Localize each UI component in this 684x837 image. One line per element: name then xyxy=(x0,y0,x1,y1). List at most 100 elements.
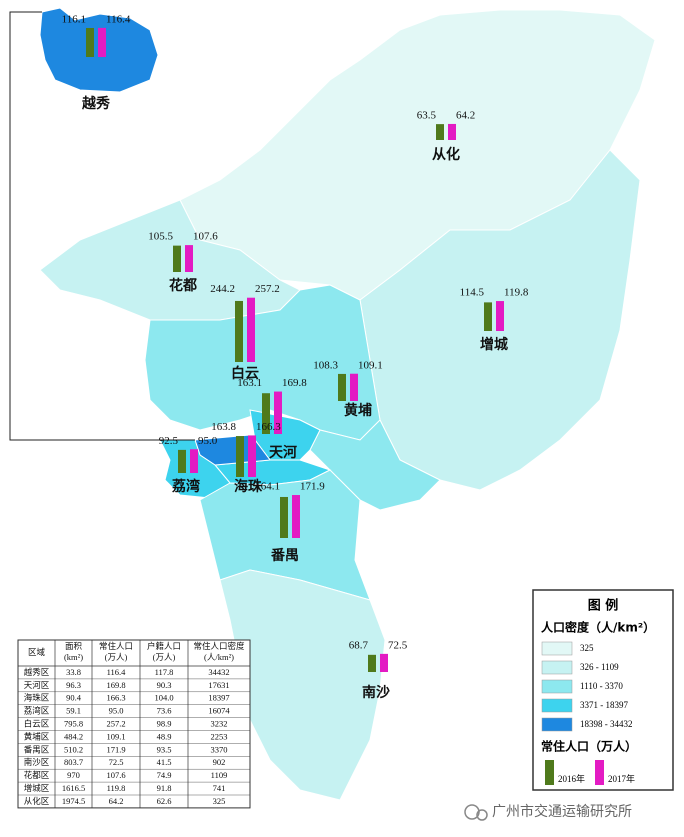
table-cell: 90.3 xyxy=(157,680,172,690)
legend-class-label: 3371 - 18397 xyxy=(580,700,628,710)
district-name: 南沙 xyxy=(362,684,390,701)
table-cell: 73.6 xyxy=(157,706,172,716)
district-name: 从化 xyxy=(432,146,460,163)
value-label: 63.5 xyxy=(417,109,437,121)
value-label: 166.3 xyxy=(256,421,281,433)
legend-bar-swatch xyxy=(545,760,554,785)
population-bar xyxy=(338,373,346,401)
table-cell: 74.9 xyxy=(157,770,172,780)
table-cell: 48.9 xyxy=(157,731,172,741)
table-cell: 795.8 xyxy=(64,719,83,729)
table-cell: 741 xyxy=(213,783,226,793)
value-label: 72.5 xyxy=(388,639,408,651)
table-cell: 117.8 xyxy=(155,667,174,677)
region-huangpu xyxy=(309,419,441,511)
legend-series-label: 2017年 xyxy=(608,773,635,784)
table-cell: 91.8 xyxy=(157,783,172,793)
population-bar xyxy=(496,301,504,331)
table-header: (万人) xyxy=(105,652,128,662)
value-label: 108.3 xyxy=(313,359,338,371)
legend-class-label: 18398 - 34432 xyxy=(580,719,633,729)
table-cell: 96.3 xyxy=(66,680,81,690)
legend-swatch xyxy=(541,679,573,694)
district-name: 天河 xyxy=(269,444,297,461)
table-cell: 从化区 xyxy=(24,796,50,806)
table-cell: 257.2 xyxy=(106,719,125,729)
table-cell: 越秀区 xyxy=(24,667,50,677)
table-cell: 803.7 xyxy=(64,757,83,767)
table-cell: 59.1 xyxy=(66,706,81,716)
legend-swatch xyxy=(541,641,573,656)
district-bars: 116.1 116.4 越秀 63.5 64.2 从化 105.5 107.6 花都 244.2 2… xyxy=(62,13,529,701)
table-cell: 72.5 xyxy=(109,757,124,767)
legend-population-title: 常住人口（万人） xyxy=(541,739,637,754)
table-cell: 64.2 xyxy=(109,796,124,806)
table-header: (万人) xyxy=(153,652,176,662)
table-header: 面积 xyxy=(65,641,83,651)
table-cell: 海珠区 xyxy=(24,693,50,703)
table-cell: 93.5 xyxy=(157,744,172,754)
population-bar xyxy=(292,495,300,538)
population-bar xyxy=(190,449,198,473)
value-label: 164.1 xyxy=(255,481,280,493)
value-label: 116.1 xyxy=(62,13,86,25)
table-header: 常住人口 xyxy=(99,641,133,651)
table-cell: 970 xyxy=(67,770,80,780)
value-label: 163.1 xyxy=(237,377,262,389)
value-label: 119.8 xyxy=(504,287,529,299)
legend: 图 例 人口密度（人/km²） 常住人口（万人） 325 326 - 1109 11… xyxy=(532,589,674,791)
population-bar xyxy=(274,391,282,434)
table-cell: 95.0 xyxy=(109,706,124,716)
table-cell: 119.8 xyxy=(107,783,126,793)
population-bar xyxy=(236,436,244,477)
table-cell: 花都区 xyxy=(24,770,50,780)
value-label: 169.8 xyxy=(282,377,307,389)
legend-swatch xyxy=(541,717,573,732)
population-bar xyxy=(448,123,456,140)
legend-bar-swatch xyxy=(595,760,604,785)
value-label: 95.0 xyxy=(198,435,218,447)
table-cell: 18397 xyxy=(208,693,229,703)
table-cell: 90.4 xyxy=(66,693,82,703)
table-header: 户籍人口 xyxy=(147,641,181,651)
table-cell: 17631 xyxy=(208,680,229,690)
legend-class-label: 1110 - 3370 xyxy=(580,681,623,691)
district-name: 越秀 xyxy=(81,95,111,112)
district-name: 白云 xyxy=(231,365,259,382)
legend-title: 图 例 xyxy=(588,598,619,614)
watermark-icon xyxy=(464,804,480,820)
population-bar xyxy=(98,27,106,57)
table-cell: 1616.5 xyxy=(62,783,85,793)
population-bar xyxy=(262,393,270,434)
table-cell: 325 xyxy=(213,796,226,806)
value-label: 105.5 xyxy=(148,231,173,243)
table-cell: 510.2 xyxy=(64,744,83,754)
table-cell: 白云区 xyxy=(24,719,50,729)
population-bar xyxy=(350,373,358,401)
region-conghua xyxy=(179,9,656,301)
population-bar xyxy=(436,124,444,140)
table-cell: 41.5 xyxy=(157,757,172,767)
table-cell: 3232 xyxy=(211,719,228,729)
table-header: 区域 xyxy=(28,647,46,657)
watermark-text: 广州市交通运输研究所 xyxy=(492,803,632,820)
legend-density-title: 人口密度（人/km²） xyxy=(541,620,655,635)
table-cell: 番禺区 xyxy=(24,744,50,754)
region-huadu xyxy=(39,199,301,321)
value-label: 257.2 xyxy=(255,283,280,295)
population-bar xyxy=(368,654,376,672)
table-header: (km²) xyxy=(64,652,83,662)
value-label: 114.5 xyxy=(460,287,485,299)
table-cell: 107.6 xyxy=(106,770,125,780)
table-cell: 98.9 xyxy=(157,719,172,729)
table-cell: 166.3 xyxy=(106,693,125,703)
population-bar xyxy=(185,245,193,272)
population-bar xyxy=(248,435,256,477)
watermark-icon xyxy=(476,809,488,821)
table-cell: 黄埔区 xyxy=(24,731,50,741)
value-label: 116.4 xyxy=(106,13,131,25)
population-bar xyxy=(173,245,181,272)
data-table: 区域面积(km²)常住人口(万人)户籍人口(万人)常住人口密度(人/km²)越秀… xyxy=(17,639,251,809)
district-name: 增城 xyxy=(480,336,508,353)
district-name: 花都 xyxy=(169,277,197,294)
